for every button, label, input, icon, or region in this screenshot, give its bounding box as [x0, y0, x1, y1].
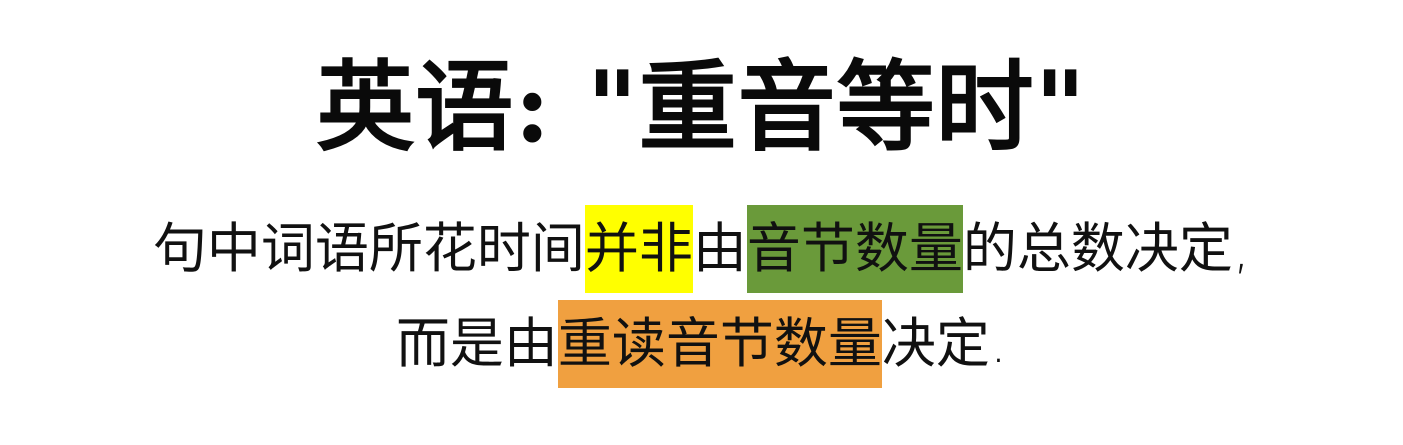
- body-line-2: 而是由重读音节数量决定.: [0, 300, 1403, 388]
- body-line-1: 句中词语所花时间并非由音节数量的总数决定,: [0, 205, 1403, 293]
- line2-text-1: 而是由: [395, 312, 558, 375]
- line1-text-3: 的总数决定,: [962, 217, 1251, 280]
- line2-text-2: 决定.: [881, 312, 1008, 375]
- line1-text-1: 句中词语所花时间: [152, 217, 585, 280]
- highlight-green: 音节数量: [746, 205, 963, 293]
- highlight-yellow: 并非: [584, 205, 693, 293]
- highlight-orange: 重读音节数量: [557, 300, 882, 388]
- slide-title: 英语: "重音等时": [316, 50, 1087, 165]
- line1-text-2: 由: [692, 217, 747, 280]
